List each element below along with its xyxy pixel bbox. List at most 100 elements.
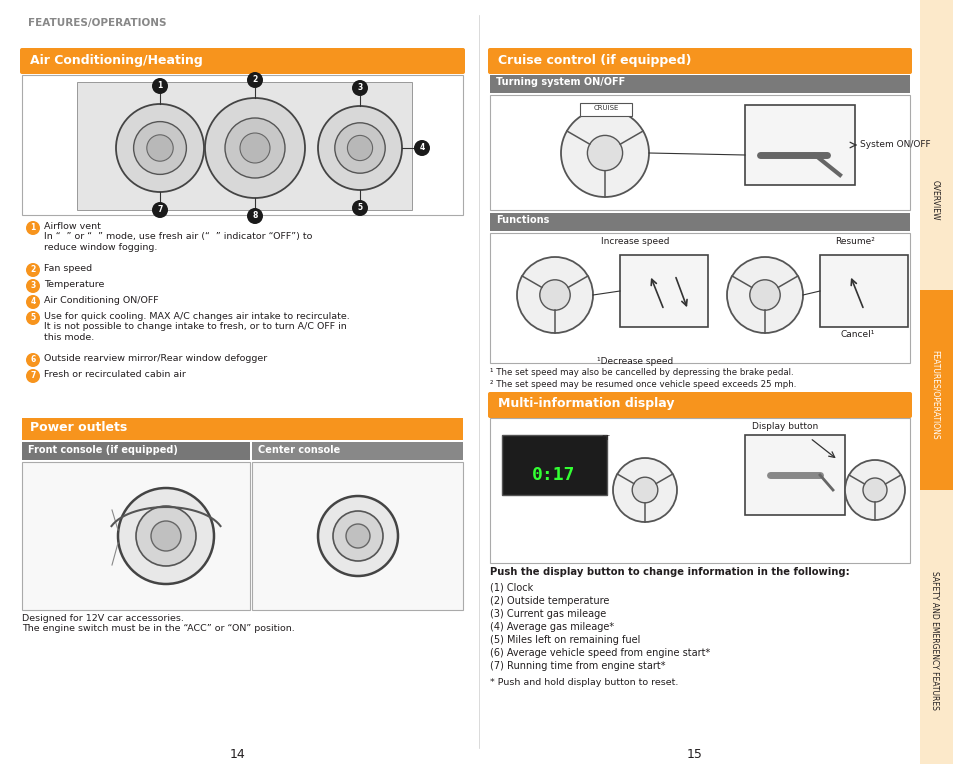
Circle shape (844, 460, 904, 520)
Circle shape (26, 221, 40, 235)
Circle shape (136, 506, 195, 566)
Text: (3) Current gas mileage: (3) Current gas mileage (490, 609, 605, 619)
Text: Airflow vent
In “  ” or “  ” mode, use fresh air (“  ” indicator “OFF”) to
reduc: Airflow vent In “ ” or “ ” mode, use fre… (44, 222, 312, 252)
Text: (5) Miles left on remaining fuel: (5) Miles left on remaining fuel (490, 635, 639, 645)
Text: 4: 4 (419, 144, 424, 153)
Text: Multi-information display: Multi-information display (497, 397, 674, 410)
Text: (1) Clock: (1) Clock (490, 583, 533, 593)
Text: (7) Running time from engine start*: (7) Running time from engine start* (490, 661, 665, 671)
Text: FEATURES/OPERATIONS: FEATURES/OPERATIONS (28, 18, 167, 28)
Text: Cruise control (if equipped): Cruise control (if equipped) (497, 54, 691, 67)
Text: Turning system ON/OFF: Turning system ON/OFF (496, 77, 624, 87)
Circle shape (26, 263, 40, 277)
Bar (919, 0, 953, 764)
Text: ¹Decrease speed: ¹Decrease speed (597, 357, 673, 366)
Text: SAFETY AND EMERGENCY FEATURES: SAFETY AND EMERGENCY FEATURES (929, 571, 939, 710)
Text: CRUISE: CRUISE (593, 105, 618, 111)
Text: 6: 6 (30, 355, 35, 364)
Circle shape (347, 135, 373, 160)
Text: * Push and hold display button to reset.: * Push and hold display button to reset. (490, 678, 678, 687)
Text: Air Conditioning/Heating: Air Conditioning/Heating (30, 54, 203, 67)
Text: Fan speed: Fan speed (44, 264, 92, 273)
Circle shape (133, 121, 186, 174)
Circle shape (26, 353, 40, 367)
Bar (619, 255, 707, 327)
Bar (22, 442, 250, 460)
Text: 15: 15 (686, 748, 702, 761)
Circle shape (333, 511, 382, 561)
Text: 3: 3 (30, 281, 35, 290)
Circle shape (116, 104, 204, 192)
Circle shape (346, 524, 370, 548)
Text: Cancel¹: Cancel¹ (840, 330, 874, 339)
Text: Outside rearview mirror/Rear window defogger: Outside rearview mirror/Rear window defo… (44, 354, 267, 363)
Bar (744, 435, 844, 515)
Text: ¹ The set speed may also be cancelled by depressing the brake pedal.: ¹ The set speed may also be cancelled by… (490, 368, 793, 377)
Bar (490, 418, 909, 563)
Circle shape (560, 109, 648, 197)
Text: Air Conditioning ON/OFF: Air Conditioning ON/OFF (44, 296, 158, 305)
Circle shape (147, 134, 173, 161)
Text: 4: 4 (30, 297, 35, 306)
Bar (22, 75, 462, 215)
Text: (2) Outside temperature: (2) Outside temperature (490, 596, 609, 606)
Circle shape (152, 202, 168, 218)
Circle shape (726, 257, 802, 333)
Text: OVERVIEW: OVERVIEW (929, 180, 939, 220)
Text: 14: 14 (230, 748, 246, 761)
Circle shape (414, 140, 430, 156)
Text: 7: 7 (30, 371, 35, 380)
Text: Display button: Display button (751, 422, 818, 431)
Circle shape (26, 369, 40, 383)
Text: 8: 8 (252, 212, 257, 221)
Bar (490, 95, 909, 210)
Bar (22, 418, 462, 440)
Bar (744, 105, 854, 185)
Circle shape (632, 478, 658, 503)
FancyBboxPatch shape (20, 48, 464, 74)
Circle shape (225, 118, 285, 178)
FancyBboxPatch shape (488, 48, 911, 74)
Circle shape (317, 106, 401, 190)
Circle shape (352, 200, 368, 216)
Text: Front console (if equipped): Front console (if equipped) (28, 445, 177, 455)
Circle shape (152, 78, 168, 94)
Text: Use for quick cooling. MAX A/C changes air intake to recirculate.
It is not poss: Use for quick cooling. MAX A/C changes a… (44, 312, 350, 342)
Text: Power outlets: Power outlets (30, 421, 127, 434)
Text: Center console: Center console (257, 445, 340, 455)
Text: (4) Average gas mileage*: (4) Average gas mileage* (490, 622, 614, 632)
Bar (77, 82, 412, 210)
Text: ² The set speed may be resumed once vehicle speed exceeds 25 mph.: ² The set speed may be resumed once vehi… (490, 380, 796, 389)
Text: (6) Average vehicle speed from engine start*: (6) Average vehicle speed from engine st… (490, 648, 709, 658)
Text: Push the display button to change information in the following:: Push the display button to change inform… (490, 567, 849, 577)
Text: 5: 5 (30, 313, 35, 322)
Text: 3: 3 (357, 83, 362, 92)
Bar (490, 75, 909, 93)
Bar (252, 462, 462, 610)
Text: 5: 5 (357, 203, 362, 212)
Circle shape (247, 208, 263, 224)
Circle shape (335, 123, 385, 173)
Circle shape (247, 72, 263, 88)
Text: Temperature: Temperature (44, 280, 104, 289)
Text: 1: 1 (157, 82, 162, 90)
Bar (820, 255, 907, 327)
Circle shape (205, 98, 305, 198)
Text: ST: ST (601, 435, 610, 441)
Text: System ON/OFF: System ON/OFF (859, 140, 929, 149)
Circle shape (749, 280, 780, 310)
Circle shape (118, 488, 213, 584)
Text: Resume²: Resume² (834, 237, 874, 246)
Circle shape (240, 133, 270, 163)
Text: Fresh or recirculated cabin air: Fresh or recirculated cabin air (44, 370, 186, 379)
Text: Increase speed: Increase speed (600, 237, 669, 246)
Circle shape (26, 295, 40, 309)
Bar (501, 435, 606, 495)
Circle shape (26, 279, 40, 293)
Bar (22, 462, 250, 610)
Text: FEATURES/OPERATIONS: FEATURES/OPERATIONS (929, 350, 939, 440)
Text: 1: 1 (30, 224, 35, 232)
Bar (919, 290, 953, 490)
FancyBboxPatch shape (488, 392, 911, 418)
Circle shape (517, 257, 593, 333)
